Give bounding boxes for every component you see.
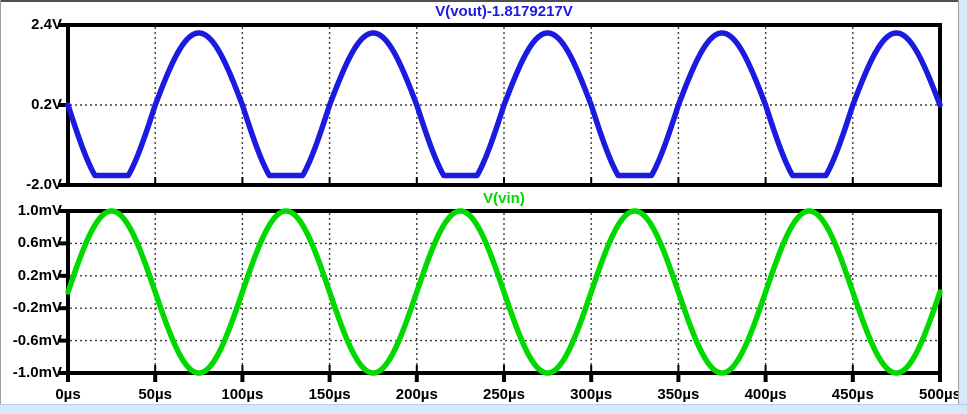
vout-trace-title[interactable]: V(vout)-1.8179217V (435, 3, 573, 20)
vin-trace-title[interactable]: V(vin) (483, 190, 525, 207)
bottom-window-edge (0, 404, 967, 414)
right-window-edge (958, 0, 967, 414)
vout-trace (65, 30, 943, 179)
window-left-border (0, 0, 1, 414)
window-top-border (0, 0, 958, 2)
vin-trace (65, 208, 943, 376)
